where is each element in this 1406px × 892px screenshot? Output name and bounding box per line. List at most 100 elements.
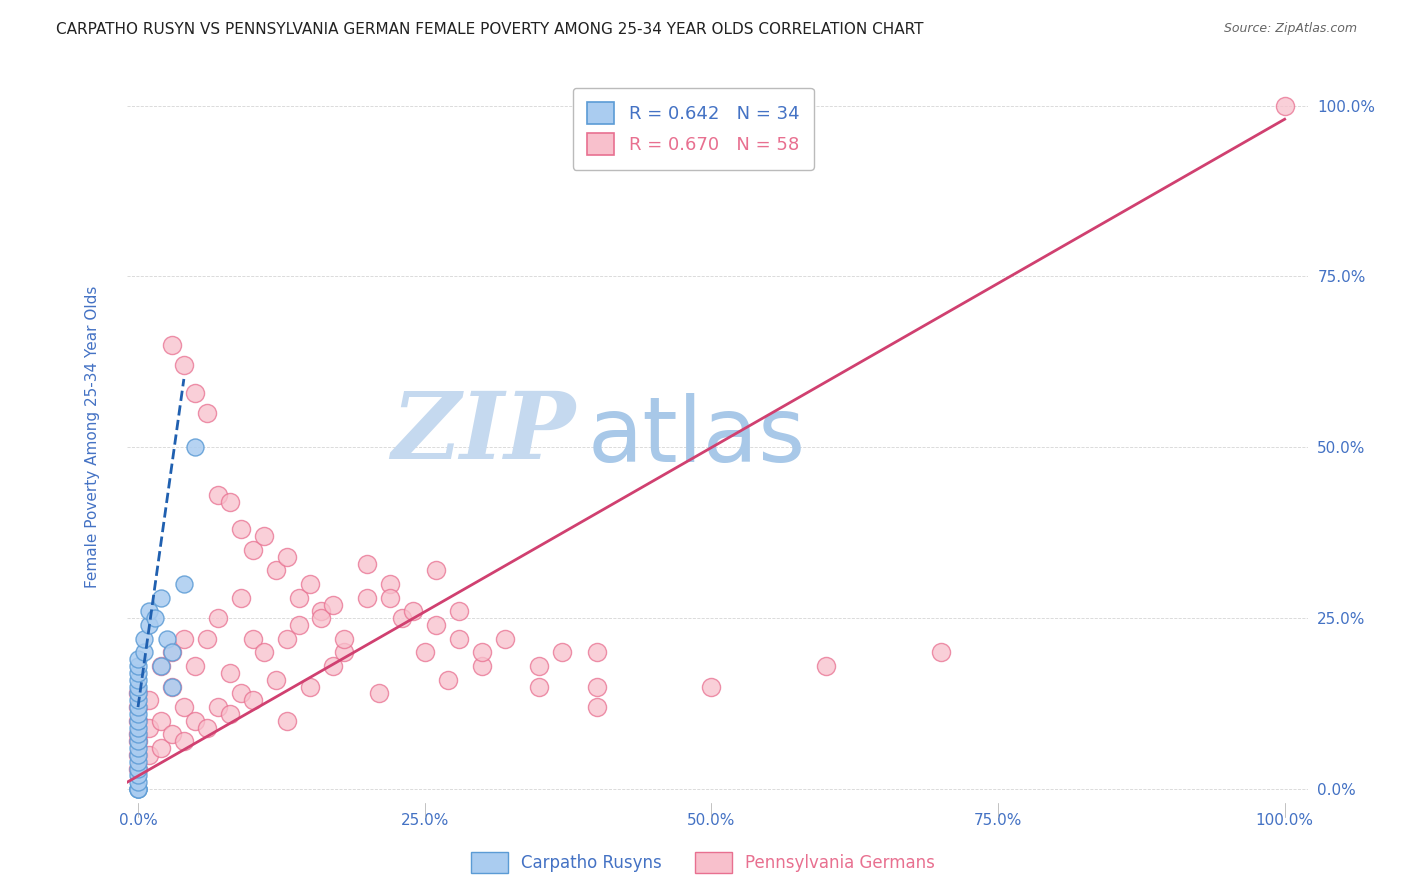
Point <box>132 645 155 659</box>
Point <box>207 700 229 714</box>
Point <box>494 632 516 646</box>
Point <box>929 645 952 659</box>
Point <box>127 782 149 797</box>
Point <box>132 632 155 646</box>
Point <box>814 659 837 673</box>
Point <box>127 734 149 748</box>
Point <box>127 721 149 735</box>
Point <box>231 686 253 700</box>
Point <box>149 591 172 605</box>
Point <box>162 645 184 659</box>
Point <box>149 741 172 756</box>
Point <box>127 727 149 741</box>
Point <box>402 604 425 618</box>
Point <box>276 632 298 646</box>
Point <box>138 693 160 707</box>
Point <box>367 686 389 700</box>
Point <box>333 632 356 646</box>
Point <box>156 632 179 646</box>
Point <box>380 577 402 591</box>
Point <box>585 700 607 714</box>
Point <box>276 714 298 728</box>
Point <box>425 563 447 577</box>
Point <box>127 734 149 748</box>
Point <box>127 700 149 714</box>
Text: CARPATHO RUSYN VS PENNSYLVANIA GERMAN FEMALE POVERTY AMONG 25-34 YEAR OLDS CORRE: CARPATHO RUSYN VS PENNSYLVANIA GERMAN FE… <box>56 22 924 37</box>
Text: ZIP: ZIP <box>391 388 575 478</box>
Point <box>127 686 149 700</box>
Point <box>184 440 207 454</box>
Point <box>138 604 160 618</box>
Point <box>471 645 494 659</box>
Point <box>127 741 149 756</box>
Point <box>585 645 607 659</box>
Point <box>425 618 447 632</box>
Point <box>264 673 287 687</box>
Point <box>173 700 195 714</box>
Point <box>162 680 184 694</box>
Point <box>253 645 276 659</box>
Point <box>700 680 723 694</box>
Point <box>242 632 264 646</box>
Point <box>195 632 218 646</box>
Point <box>207 611 229 625</box>
Point <box>1274 98 1296 112</box>
Point <box>127 768 149 782</box>
Point <box>127 762 149 776</box>
Point <box>184 714 207 728</box>
Point <box>242 542 264 557</box>
Point <box>207 488 229 502</box>
Point <box>436 673 458 687</box>
Point <box>138 618 160 632</box>
Point <box>298 680 321 694</box>
Point <box>127 747 149 762</box>
Point <box>173 577 195 591</box>
Point <box>391 611 413 625</box>
Point <box>218 495 240 509</box>
Point <box>356 557 378 571</box>
Point <box>551 645 574 659</box>
Point <box>264 563 287 577</box>
Point <box>195 406 218 420</box>
Point <box>162 680 184 694</box>
Point <box>127 747 149 762</box>
Point <box>127 700 149 714</box>
Point <box>184 385 207 400</box>
Point <box>311 604 333 618</box>
Point <box>127 680 149 694</box>
Point <box>231 522 253 536</box>
Point <box>149 714 172 728</box>
Point <box>585 680 607 694</box>
Point <box>127 775 149 789</box>
Point <box>287 618 309 632</box>
Point <box>184 659 207 673</box>
Point <box>127 755 149 769</box>
Point <box>173 734 195 748</box>
Point <box>127 686 149 700</box>
Point <box>449 604 471 618</box>
Point <box>173 359 195 373</box>
Point <box>127 782 149 797</box>
Point <box>242 693 264 707</box>
Point <box>127 665 149 680</box>
Point <box>127 693 149 707</box>
Point <box>149 659 172 673</box>
Text: Source: ZipAtlas.com: Source: ZipAtlas.com <box>1223 22 1357 36</box>
Point <box>127 659 149 673</box>
Point <box>471 659 494 673</box>
Point <box>218 665 240 680</box>
Point <box>231 591 253 605</box>
Point <box>218 706 240 721</box>
Point <box>162 338 184 352</box>
Point <box>413 645 436 659</box>
Point <box>143 611 166 625</box>
Point <box>287 591 309 605</box>
Point <box>298 577 321 591</box>
Point <box>127 782 149 797</box>
Point <box>195 721 218 735</box>
Point <box>276 549 298 564</box>
Legend: R = 0.642   N = 34, R = 0.670   N = 58: R = 0.642 N = 34, R = 0.670 N = 58 <box>572 87 814 169</box>
Point <box>356 591 378 605</box>
Point <box>138 721 160 735</box>
Point <box>127 714 149 728</box>
